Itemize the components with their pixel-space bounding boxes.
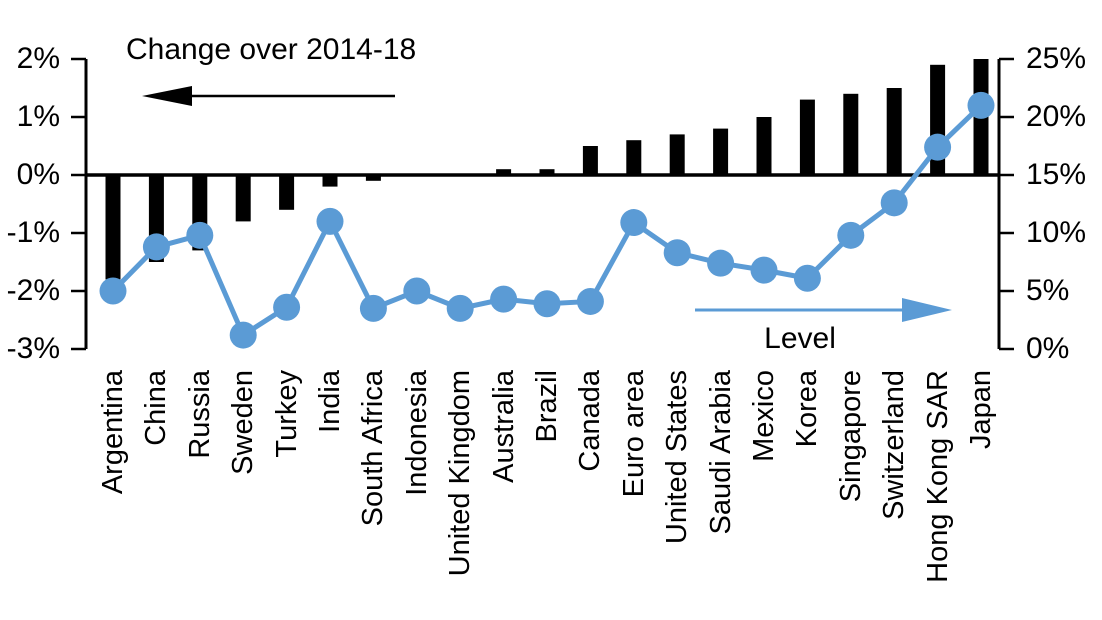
x-axis-label: Hong Kong SAR: [921, 370, 954, 583]
change-arrow-head-left: [142, 86, 192, 106]
level-marker: [316, 207, 344, 235]
level-marker: [273, 293, 301, 321]
x-axis-label: China: [140, 370, 173, 446]
level-marker: [229, 321, 257, 349]
level-marker: [924, 133, 952, 161]
x-axis-label: Canada: [574, 370, 607, 472]
right-series-annotation: Level: [764, 322, 836, 355]
x-axis-label: Turkey: [270, 370, 303, 458]
left-axis-tick-label: 0%: [16, 158, 60, 191]
right-axis-tick-label: 15%: [1026, 158, 1087, 191]
change-bar: [756, 117, 772, 175]
level-marker: [359, 294, 387, 322]
x-axis-label: Euro area: [617, 370, 650, 498]
level-marker: [880, 189, 908, 217]
change-bar: [365, 175, 381, 181]
x-axis-label: Brazil: [531, 370, 563, 443]
right-axis-tick-label: 0%: [1026, 332, 1070, 365]
left-axis-tick-label: 1%: [16, 100, 60, 133]
level-marker: [967, 91, 995, 119]
x-axis-label: Singapore: [834, 370, 867, 503]
x-axis-label: South Africa: [357, 370, 390, 527]
right-axis-tick-label: 20%: [1026, 100, 1087, 133]
x-axis-label: United States: [661, 370, 694, 545]
x-axis-label: Korea: [791, 370, 824, 448]
x-axis-label: Sweden: [227, 370, 260, 475]
level-marker: [620, 209, 648, 237]
change-bar: [235, 175, 251, 222]
left-axis-tick-label: 2%: [16, 42, 60, 75]
level-marker: [793, 264, 821, 292]
x-axis-label: Mexico: [748, 370, 780, 462]
change-bar: [105, 175, 121, 280]
change-bar: [582, 146, 598, 175]
change-bar: [496, 169, 512, 175]
left-axis-tick-label: -1%: [6, 216, 60, 249]
change-bar: [799, 99, 815, 175]
level-marker: [99, 277, 127, 305]
level-marker: [533, 290, 561, 318]
x-axis-label: Japan: [965, 370, 997, 450]
change-bar: [539, 169, 555, 175]
x-axis-label: United Kingdom: [444, 370, 477, 577]
left-axis-tick-label: -2%: [6, 274, 60, 307]
level-marker: [446, 294, 474, 322]
change-bar: [713, 128, 729, 175]
right-axis-tick-label: 10%: [1026, 216, 1087, 249]
left-series-annotation: Change over 2014-18: [126, 33, 417, 66]
level-marker: [142, 233, 170, 261]
level-arrow-head-right: [902, 298, 952, 322]
change-bar: [322, 175, 338, 187]
level-marker: [186, 221, 214, 249]
x-axis-label: Australia: [487, 370, 520, 483]
level-marker: [707, 249, 735, 277]
left-axis-tick-label: -3%: [6, 332, 60, 365]
change-bar: [669, 134, 685, 175]
x-axis-label: Switzerland: [878, 370, 911, 520]
x-axis-label: Argentina: [97, 370, 129, 495]
change-bar: [626, 140, 642, 175]
change-bar: [843, 93, 859, 175]
change-bar: [886, 88, 902, 175]
x-axis-label: Saudi Arabia: [704, 370, 737, 535]
level-marker: [490, 285, 518, 313]
right-axis-tick-label: 5%: [1026, 274, 1070, 307]
x-axis-label: Russia: [183, 370, 216, 459]
level-marker: [576, 287, 604, 315]
level-marker: [663, 239, 691, 267]
level-marker: [750, 256, 778, 284]
x-axis-label: India: [314, 370, 346, 433]
right-axis-tick-label: 25%: [1026, 42, 1087, 75]
level-marker: [837, 221, 865, 249]
change-bar: [279, 175, 295, 210]
x-axis-label: Indonesia: [400, 370, 433, 496]
level-marker: [403, 277, 431, 305]
